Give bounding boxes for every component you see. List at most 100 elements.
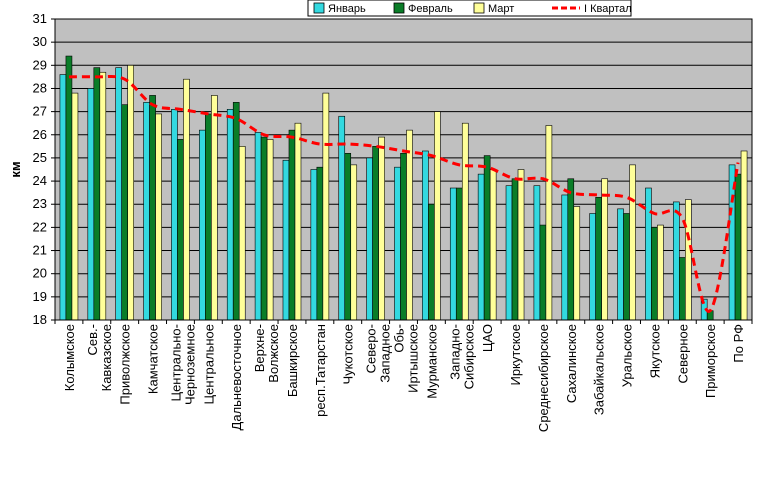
x-tick-label: Иркутское <box>508 324 523 386</box>
bar-Февраль <box>595 196 602 321</box>
bar-Февраль <box>65 55 73 321</box>
bar-Январь <box>422 150 429 321</box>
x-tick-label: Приволжское <box>118 324 133 405</box>
y-tick-label: 18 <box>33 312 47 327</box>
bar-Февраль <box>93 67 101 321</box>
y-tick-label: 23 <box>33 196 47 211</box>
y-tick-label: 21 <box>33 243 47 258</box>
bar-Январь <box>143 102 150 321</box>
bar-Февраль <box>734 173 742 321</box>
bar-Февраль <box>678 257 686 321</box>
bar-Март <box>294 122 302 321</box>
bar-Январь <box>310 169 318 321</box>
bar-Январь <box>505 185 513 321</box>
x-tick-label: Чукотское <box>341 324 356 385</box>
bar-Март <box>434 111 441 321</box>
bar-Февраль <box>623 213 630 321</box>
bar-Январь <box>87 88 95 321</box>
bar-Март <box>378 136 385 321</box>
x-tick-label: Уральское <box>620 324 635 387</box>
bar-Март <box>71 92 79 321</box>
x-tick-label: Приморское <box>703 324 718 398</box>
x-axis-ticks: Колымское Сев.-Кавказское Приволжское Камча… <box>54 319 753 432</box>
x-tick-label: Обь-Иртышское <box>392 324 421 393</box>
bar-Март <box>601 178 608 321</box>
bar-Январь <box>171 109 178 321</box>
x-tick-label: Сахалинское <box>564 324 579 403</box>
bar-Февраль <box>205 113 212 321</box>
bar-Март <box>461 122 469 321</box>
bar-Февраль <box>149 95 156 321</box>
bar-Январь <box>672 201 680 321</box>
bar-Март <box>657 224 664 321</box>
x-tick-label: Северное <box>675 324 690 383</box>
x-tick-label: респ.Татарстан <box>313 324 328 417</box>
y-axis-ticks: 18 19 20 21 22 23 24 25 26 27 28 29 30 31 <box>33 11 55 327</box>
bar-Январь <box>449 187 457 321</box>
bar-Январь <box>589 213 596 321</box>
bar-Январь <box>254 132 262 321</box>
bar-Февраль <box>288 129 296 321</box>
legend-swatch <box>393 2 405 14</box>
bar-Март <box>127 65 134 321</box>
bar-Февраль <box>455 187 463 321</box>
x-tick-label: Западно-Сибирское <box>447 324 476 389</box>
bar-Январь <box>115 67 122 321</box>
y-tick-label: 29 <box>33 57 47 72</box>
line-series-I Квартал <box>68 74 740 313</box>
plot-area <box>54 18 753 321</box>
bar-Март <box>406 129 413 321</box>
bar-Январь <box>477 173 485 321</box>
bar-Январь <box>226 109 234 321</box>
bar-Февраль <box>344 152 352 321</box>
bar-Февраль <box>316 166 324 321</box>
bar-Январь <box>338 115 346 321</box>
legend-swatch <box>313 2 325 14</box>
bar-Январь <box>561 194 569 321</box>
bar-Январь <box>59 74 67 321</box>
bar-Март <box>545 125 553 321</box>
x-tick-label: ЦАО <box>480 324 495 352</box>
y-tick-label: 30 <box>33 34 47 49</box>
legend-box <box>307 0 632 17</box>
x-tick-label: Камчатское <box>146 324 161 394</box>
legend-label: Февраль <box>408 3 453 15</box>
bar-Март <box>350 164 358 321</box>
bar-Февраль <box>372 146 379 321</box>
legend-label: I Квартал <box>584 3 632 15</box>
bar-Февраль <box>483 155 491 321</box>
bar-Февраль <box>539 224 547 321</box>
bar-Январь <box>366 157 373 321</box>
bar-Март <box>629 164 636 321</box>
bar-Февраль <box>232 102 240 321</box>
x-tick-label: Верхне-Волжское <box>252 324 281 383</box>
bar-Январь <box>282 159 290 321</box>
x-tick-label: По РФ <box>731 324 746 363</box>
legend-label: Январь <box>328 3 366 15</box>
x-tick-label: Забайкальское <box>592 324 607 415</box>
bar-Март <box>99 71 107 321</box>
bar-Февраль <box>260 136 268 321</box>
bar-Март <box>517 169 525 321</box>
x-tick-label: Мурманское <box>424 324 439 399</box>
legend-label: Март <box>488 3 514 15</box>
y-tick-label: 26 <box>33 127 47 142</box>
x-tick-label: Сев.-Кавказское <box>85 324 114 391</box>
y-tick-label: 27 <box>33 104 47 119</box>
bar-Февраль <box>511 178 519 321</box>
y-tick-label: 28 <box>33 80 47 95</box>
x-tick-label: Северо-Западное <box>364 324 393 383</box>
bar-Февраль <box>177 139 184 321</box>
bar-Февраль <box>400 152 407 321</box>
legend: Январь Февраль Март I Квартал <box>307 0 632 17</box>
bar-Март <box>183 78 190 321</box>
bar-Февраль <box>651 227 658 321</box>
y-tick-label: 24 <box>33 173 47 188</box>
bar-Март <box>740 150 748 321</box>
bar-Январь <box>394 166 401 321</box>
x-tick-label: Колымское <box>62 324 77 391</box>
y-tick-label: 31 <box>33 11 47 26</box>
bar-Февраль <box>567 178 575 321</box>
x-tick-label: Центральное <box>201 324 216 404</box>
